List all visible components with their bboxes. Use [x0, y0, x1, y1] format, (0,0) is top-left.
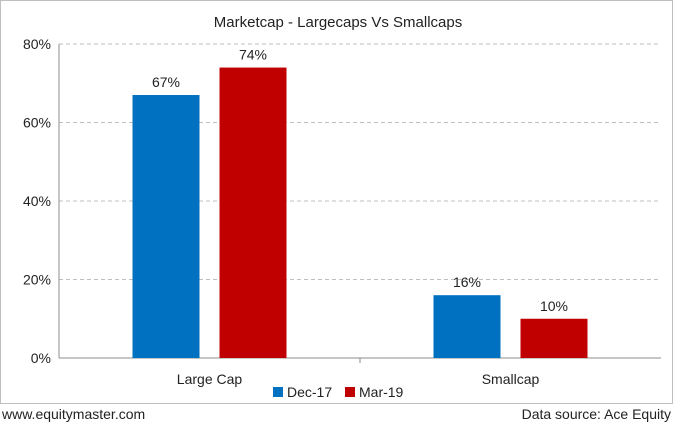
data-label: 10%: [540, 298, 568, 314]
legend: Dec-17 Mar-19: [273, 384, 404, 400]
legend-label: Dec-17: [287, 384, 332, 400]
x-tick-label: Large Cap: [177, 371, 243, 387]
y-tick-label: 40%: [23, 193, 51, 209]
bar-chart: Marketcap - Largecaps Vs Smallcaps 0% 20%…: [23, 14, 661, 400]
footer-website: www.equitymaster.com: [2, 406, 146, 422]
x-tick-label: Smallcap: [482, 371, 540, 387]
bar: [433, 295, 501, 358]
chart-frame: Marketcap - Largecaps Vs Smallcaps 0% 20%…: [0, 0, 673, 404]
bar: [132, 95, 200, 359]
y-tick-label: 60%: [23, 115, 51, 131]
legend-label: Mar-19: [359, 384, 404, 400]
footer-source: Data source: Ace Equity: [521, 406, 671, 422]
y-tick-label: 80%: [23, 36, 51, 52]
bar: [219, 67, 287, 359]
legend-swatch: [345, 387, 355, 397]
chart-title: Marketcap - Largecaps Vs Smallcaps: [214, 14, 462, 31]
data-label: 16%: [453, 274, 481, 290]
bars: 67% 74% 16% 10%: [132, 47, 588, 359]
y-tick-label: 0%: [31, 350, 51, 366]
bar: [520, 318, 588, 358]
legend-swatch: [273, 387, 283, 397]
data-label: 67%: [152, 74, 180, 90]
y-tick-label: 20%: [23, 272, 51, 288]
data-label: 74%: [239, 47, 267, 63]
